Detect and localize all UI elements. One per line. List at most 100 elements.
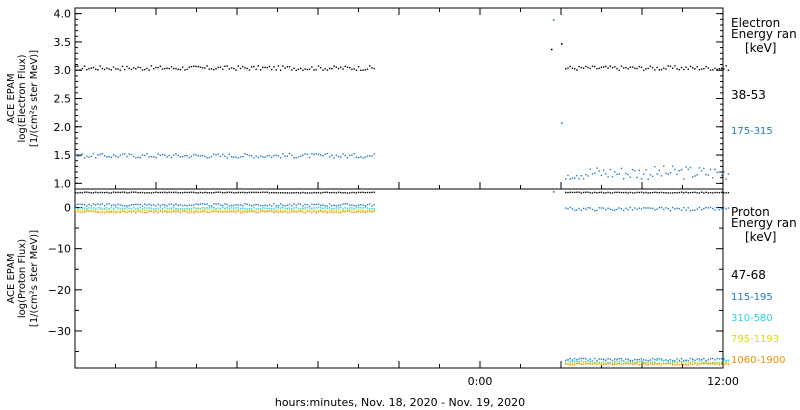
data-point-proton-4 bbox=[90, 210, 92, 212]
data-point-electron-1 bbox=[678, 169, 681, 172]
data-point-proton-0 bbox=[647, 192, 649, 194]
data-point-electron-1 bbox=[573, 177, 576, 179]
data-point-electron-1 bbox=[179, 156, 182, 158]
data-point-electron-1 bbox=[144, 154, 146, 157]
data-point-proton-1 bbox=[596, 359, 598, 362]
data-point-electron-0 bbox=[299, 67, 302, 70]
data-point-proton-4 bbox=[148, 210, 150, 213]
data-point-proton-3 bbox=[589, 362, 591, 364]
data-point-proton-3 bbox=[179, 209, 182, 212]
data-point-proton-3 bbox=[718, 362, 721, 365]
data-point-proton-4 bbox=[204, 210, 206, 213]
data-point-proton-0 bbox=[190, 191, 193, 193]
data-point-proton-3 bbox=[348, 208, 351, 211]
data-point-proton-0 bbox=[275, 192, 277, 194]
data-point-proton-1 bbox=[714, 209, 716, 211]
data-point-electron-0 bbox=[636, 67, 638, 70]
data-point-proton-2 bbox=[620, 359, 623, 362]
data-point-electron-0 bbox=[616, 67, 618, 70]
data-point-proton-1 bbox=[578, 358, 580, 360]
data-point-electron-1 bbox=[268, 154, 271, 157]
data-point-proton-4 bbox=[277, 211, 280, 213]
data-point-proton-4 bbox=[320, 210, 322, 212]
data-point-electron-1 bbox=[342, 153, 344, 155]
data-point-electron-1 bbox=[206, 157, 208, 159]
data-point-electron-1 bbox=[561, 122, 563, 124]
data-point-electron-0 bbox=[228, 68, 231, 70]
data-point-electron-0 bbox=[99, 65, 101, 67]
data-point-proton-0 bbox=[723, 192, 725, 194]
x-tick-label: 12:00 bbox=[707, 375, 739, 388]
data-point-proton-4 bbox=[351, 211, 353, 213]
data-point-proton-3 bbox=[79, 209, 81, 211]
data-point-electron-1 bbox=[253, 157, 255, 159]
data-point-electron-1 bbox=[680, 169, 683, 171]
data-point-proton-4 bbox=[291, 210, 293, 213]
data-point-proton-2 bbox=[640, 360, 643, 362]
data-point-proton-0 bbox=[709, 191, 712, 194]
data-point-proton-1 bbox=[217, 203, 219, 205]
data-point-proton-4 bbox=[168, 211, 170, 213]
data-point-proton-1 bbox=[199, 203, 202, 205]
data-point-electron-0 bbox=[110, 69, 113, 71]
data-point-electron-0 bbox=[689, 65, 692, 68]
data-point-proton-1 bbox=[694, 359, 696, 362]
data-point-electron-1 bbox=[311, 153, 313, 155]
data-point-proton-1 bbox=[226, 203, 228, 206]
data-point-proton-2 bbox=[569, 360, 571, 363]
data-point-proton-3 bbox=[286, 209, 289, 211]
data-point-proton-1 bbox=[197, 203, 199, 206]
data-point-proton-4 bbox=[253, 210, 255, 213]
data-point-proton-1 bbox=[255, 203, 257, 206]
data-point-proton-4 bbox=[618, 362, 620, 365]
data-point-electron-1 bbox=[106, 156, 108, 158]
data-point-proton-4 bbox=[155, 210, 157, 212]
data-point-proton-0 bbox=[324, 191, 326, 194]
data-point-electron-1 bbox=[620, 167, 623, 170]
data-point-proton-2 bbox=[81, 207, 84, 209]
data-point-proton-4 bbox=[600, 364, 603, 366]
data-point-proton-3 bbox=[130, 209, 133, 212]
data-point-proton-3 bbox=[299, 209, 302, 211]
data-point-proton-3 bbox=[340, 210, 342, 212]
data-point-electron-0 bbox=[643, 69, 645, 72]
data-point-proton-0 bbox=[282, 192, 284, 194]
data-point-proton-1 bbox=[106, 203, 108, 206]
data-point-proton-3 bbox=[144, 209, 146, 211]
data-point-proton-0 bbox=[217, 191, 219, 193]
data-point-proton-0 bbox=[244, 191, 246, 194]
data-point-electron-0 bbox=[351, 68, 353, 71]
data-point-proton-0 bbox=[177, 192, 179, 194]
data-point-proton-0 bbox=[148, 191, 150, 194]
data-point-proton-1 bbox=[671, 206, 674, 209]
data-point-electron-1 bbox=[286, 155, 289, 157]
data-point-proton-1 bbox=[616, 208, 618, 211]
data-point-proton-3 bbox=[600, 362, 603, 365]
data-point-proton-4 bbox=[108, 211, 110, 214]
data-point-proton-1 bbox=[585, 208, 587, 210]
data-point-electron-1 bbox=[669, 172, 672, 174]
data-point-proton-4 bbox=[712, 362, 714, 365]
data-point-electron-1 bbox=[304, 153, 306, 155]
data-point-proton-1 bbox=[132, 203, 135, 206]
data-point-proton-0 bbox=[293, 192, 295, 194]
data-point-electron-1 bbox=[337, 155, 340, 158]
data-point-electron-1 bbox=[275, 154, 277, 156]
data-point-proton-2 bbox=[308, 207, 311, 209]
data-point-proton-3 bbox=[602, 362, 605, 364]
data-point-proton-0 bbox=[128, 192, 130, 194]
data-point-proton-4 bbox=[326, 212, 329, 214]
data-point-proton-1 bbox=[683, 206, 685, 209]
data-point-proton-4 bbox=[709, 363, 712, 365]
data-point-proton-4 bbox=[371, 211, 373, 213]
data-point-electron-0 bbox=[126, 65, 128, 68]
data-point-proton-3 bbox=[259, 209, 262, 212]
data-point-proton-2 bbox=[614, 360, 616, 363]
data-point-proton-2 bbox=[253, 206, 255, 209]
data-point-electron-0 bbox=[676, 68, 678, 70]
data-point-electron-1 bbox=[609, 168, 611, 171]
data-point-proton-2 bbox=[99, 207, 101, 209]
data-point-electron-0 bbox=[685, 66, 687, 68]
data-point-electron-1 bbox=[647, 178, 649, 180]
data-point-proton-0 bbox=[92, 192, 95, 194]
